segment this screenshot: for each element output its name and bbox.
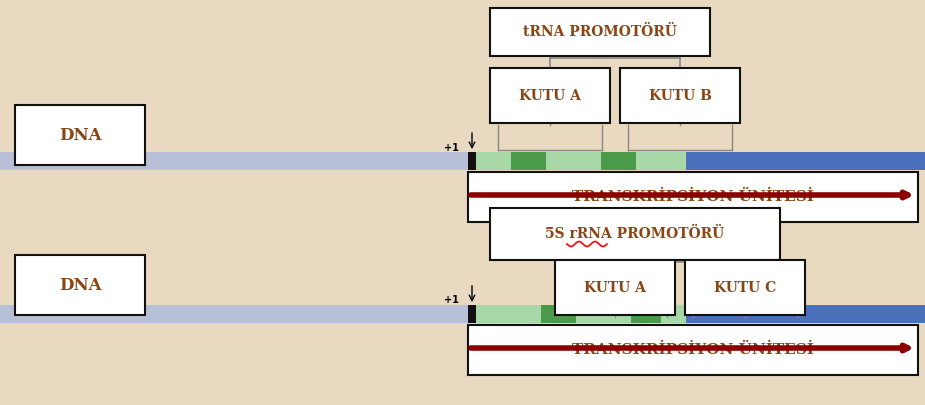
Bar (490, 68, 610, 123)
Text: KUTU A: KUTU A (584, 281, 646, 294)
Text: KUTU B: KUTU B (648, 89, 711, 102)
Bar (636, 152, 686, 170)
Text: KUTU A: KUTU A (519, 89, 581, 102)
Text: TRANSKRİPSİYON ÜNİTESİ: TRANSKRİPSİYON ÜNİTESİ (572, 343, 814, 357)
Bar (0, 152, 468, 170)
Bar (490, 208, 780, 260)
Bar (686, 152, 925, 170)
Bar (490, 8, 710, 56)
Bar (686, 305, 925, 323)
Text: +1: +1 (444, 295, 459, 305)
Bar (15, 255, 145, 315)
Bar (620, 68, 740, 123)
Bar (555, 260, 675, 315)
Bar (661, 305, 686, 323)
Bar (546, 152, 601, 170)
Bar (0, 305, 468, 323)
Bar (468, 172, 918, 222)
Text: DNA: DNA (58, 277, 102, 294)
Bar (601, 152, 636, 170)
Bar (476, 305, 541, 323)
Bar (576, 305, 631, 323)
Bar (468, 305, 476, 323)
Bar (541, 305, 576, 323)
Text: TRANSKRİPSİYON ÜNİTESİ: TRANSKRİPSİYON ÜNİTESİ (572, 190, 814, 204)
Bar (468, 152, 476, 170)
Text: KUTU C: KUTU C (714, 281, 776, 294)
Bar (468, 325, 918, 375)
Text: 5S rRNA PROMOTÖRÜ: 5S rRNA PROMOTÖRÜ (546, 227, 724, 241)
Text: +1: +1 (444, 143, 459, 153)
Bar (685, 260, 805, 315)
Bar (15, 105, 145, 165)
Text: tRNA PROMOTÖRÜ: tRNA PROMOTÖRÜ (523, 25, 677, 39)
Bar (476, 152, 511, 170)
Bar (631, 305, 661, 323)
Text: DNA: DNA (58, 126, 102, 143)
Bar (511, 152, 546, 170)
